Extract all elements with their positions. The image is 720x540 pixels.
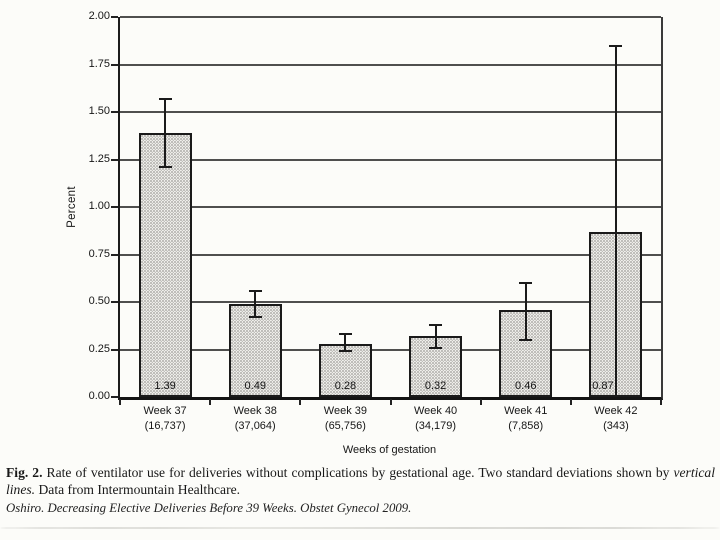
- bar-value-label: 0.28: [334, 380, 357, 392]
- bar-week-37: [138, 132, 192, 397]
- grid-line: [120, 206, 661, 208]
- x-tick-mark: [479, 399, 482, 405]
- y-tick-label: 1.00: [88, 200, 110, 212]
- x-tick-label-week-38: Week 38 (37,064): [210, 404, 300, 433]
- y-tick-label: 1.25: [88, 152, 110, 165]
- error-bar-bottom-cap: [248, 316, 262, 319]
- grid-line: [120, 16, 661, 18]
- x-sample-size: (7,858): [508, 419, 544, 432]
- y-tick-mark: [111, 348, 118, 351]
- y-tick-mark: [111, 253, 118, 256]
- x-sample-size: (343): [603, 419, 629, 432]
- error-bar-top-cap: [338, 333, 352, 336]
- grid-line: [120, 63, 661, 66]
- y-tick-mark: [111, 63, 118, 66]
- caption-text-1: Rate of ventilator use for deliveries wi…: [42, 465, 674, 480]
- error-bar-line: [524, 283, 527, 340]
- caption-text-italic: vertical lines.: [6, 465, 715, 497]
- x-tick-mark: [389, 399, 392, 405]
- x-tick-mark: [569, 399, 572, 405]
- caption-fig-label: Fig. 2.: [6, 465, 43, 480]
- x-tick-mark: [209, 399, 212, 405]
- figure-caption: Fig. 2. Rate of ventilator use for deliv…: [6, 465, 715, 499]
- y-tick-mark: [111, 396, 118, 398]
- error-bar-line: [614, 45, 617, 397]
- error-bar-top-cap: [609, 44, 623, 47]
- error-bar-bottom-cap: [519, 339, 533, 341]
- error-bar-line: [344, 334, 347, 352]
- bar-value-label: 0.32: [424, 380, 447, 392]
- error-bar-top-cap: [158, 97, 172, 100]
- bar-value-label: 0.87: [592, 380, 614, 392]
- y-tick-mark: [111, 206, 118, 208]
- x-tick-mark: [660, 399, 662, 405]
- plot-area: 1.39 0.49 0.28 0.32 0.46 0.87: [118, 16, 663, 400]
- error-bar-top-cap: [248, 289, 262, 292]
- bar-value-label: 0.46: [515, 380, 537, 392]
- y-tick-label: 0.50: [88, 295, 110, 307]
- grid-line: [120, 158, 661, 161]
- y-tick-label: 2.00: [88, 10, 110, 22]
- y-tick-label: 1.75: [88, 57, 110, 70]
- grid-line: [120, 348, 661, 351]
- x-axis-title: Weeks of gestation: [342, 444, 437, 456]
- error-bar-bottom-cap: [429, 346, 443, 349]
- y-tick-label: 1.50: [88, 105, 110, 117]
- x-tick-label-week-39: Week 39 (65,756): [300, 404, 390, 433]
- x-category-name: Week 37: [143, 405, 187, 417]
- x-tick-mark: [299, 399, 302, 405]
- x-category-name: Week 38: [233, 405, 277, 417]
- x-category-name: Week 41: [504, 405, 548, 417]
- x-category-name: Week 42: [594, 405, 638, 417]
- y-tick-label: 0.75: [88, 247, 110, 260]
- x-tick-label-week-40: Week 40 (34,179): [391, 404, 481, 433]
- error-bar-line: [434, 324, 437, 348]
- y-tick-mark: [111, 16, 118, 18]
- bar-value-label: 0.49: [244, 380, 266, 392]
- y-tick-mark: [111, 301, 118, 303]
- bar-week-40: [409, 336, 463, 397]
- grid-line: [120, 111, 661, 113]
- y-tick-mark: [111, 111, 118, 113]
- x-sample-size: (16,737): [144, 419, 186, 432]
- y-tick-label: 0.00: [88, 390, 110, 402]
- x-sample-size: (37,064): [234, 419, 276, 432]
- x-tick-label-week-41: Week 41 (7,858): [481, 404, 571, 433]
- bar-week-38: [228, 303, 282, 397]
- error-bar-bottom-cap: [338, 350, 352, 353]
- x-sample-size: (34,179): [415, 419, 457, 432]
- x-sample-size: (65,756): [324, 419, 366, 432]
- caption-text-2: Data from Intermountain Healthcare.: [35, 481, 241, 497]
- grid-line: [120, 301, 661, 303]
- x-category-name: Week 39: [323, 405, 368, 417]
- error-bar-line: [164, 98, 167, 168]
- x-tick-label-week-42: Week 42 (343): [571, 404, 661, 433]
- scan-edge-line: [0, 527, 720, 529]
- error-bar-top-cap: [429, 323, 443, 326]
- x-tick-label-week-37: Week 37 (16,737): [120, 404, 210, 433]
- x-category-name: Week 40: [413, 405, 458, 417]
- bar-value-label: 1.39: [154, 380, 176, 392]
- y-tick-label: 0.25: [88, 342, 110, 355]
- y-tick-mark: [111, 158, 118, 161]
- error-bar-top-cap: [519, 282, 533, 284]
- citation-line: Oshiro. Decreasing Elective Deliveries B…: [6, 501, 412, 515]
- error-bar-line: [254, 290, 257, 318]
- error-bar-bottom-cap: [158, 166, 172, 169]
- x-tick-mark: [119, 399, 121, 405]
- grid-line: [120, 253, 661, 256]
